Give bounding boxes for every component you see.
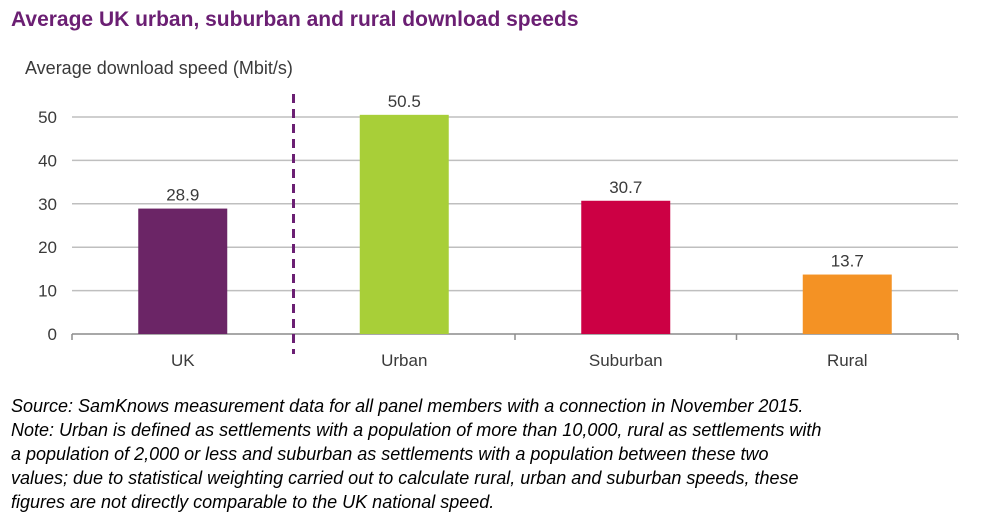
y-axis-ticks: 0 10 20 30 40 50	[38, 108, 57, 344]
data-labels: 28.9 50.5 30.7 13.7	[166, 92, 864, 271]
x-tick-label: Rural	[827, 351, 868, 370]
data-label: 13.7	[831, 252, 864, 271]
bar-uk	[138, 208, 228, 334]
source-line: Source: SamKnows measurement data for al…	[11, 396, 804, 416]
source-notes: Source: SamKnows measurement data for al…	[11, 394, 986, 514]
y-tick-label: 50	[38, 108, 57, 127]
bar-chart: 0 10 20 30 40 50 28.9 50.5 30.7 13.7 UK Urban Subu…	[38, 92, 959, 370]
x-tick-label: Urban	[381, 351, 427, 370]
data-label: 28.9	[166, 186, 199, 205]
bar-urban	[359, 114, 449, 334]
bars	[138, 114, 892, 334]
y-tick-label: 10	[38, 282, 57, 301]
x-tick-label: Suburban	[589, 351, 663, 370]
bar-rural	[802, 274, 892, 334]
note-line: figures are not directly comparable to t…	[11, 492, 495, 512]
data-label: 50.5	[388, 92, 421, 111]
y-tick-label: 0	[48, 325, 57, 344]
y-tick-label: 40	[38, 151, 57, 170]
y-tick-label: 20	[38, 238, 57, 257]
chart-title: Average UK urban, suburban and rural dow…	[11, 8, 579, 31]
y-axis-label: Average download speed (Mbit/s)	[25, 58, 293, 78]
note-line: a population of 2,000 or less and suburb…	[11, 444, 769, 464]
data-label: 30.7	[609, 178, 642, 197]
note-line: Note: Urban is defined as settlements wi…	[11, 420, 822, 440]
x-tick-label: UK	[171, 351, 195, 370]
bar-suburban	[581, 200, 671, 334]
x-axis-ticks: UK Urban Suburban Rural	[171, 351, 868, 370]
note-line: values; due to statistical weighting car…	[11, 468, 799, 488]
y-tick-label: 30	[38, 195, 57, 214]
